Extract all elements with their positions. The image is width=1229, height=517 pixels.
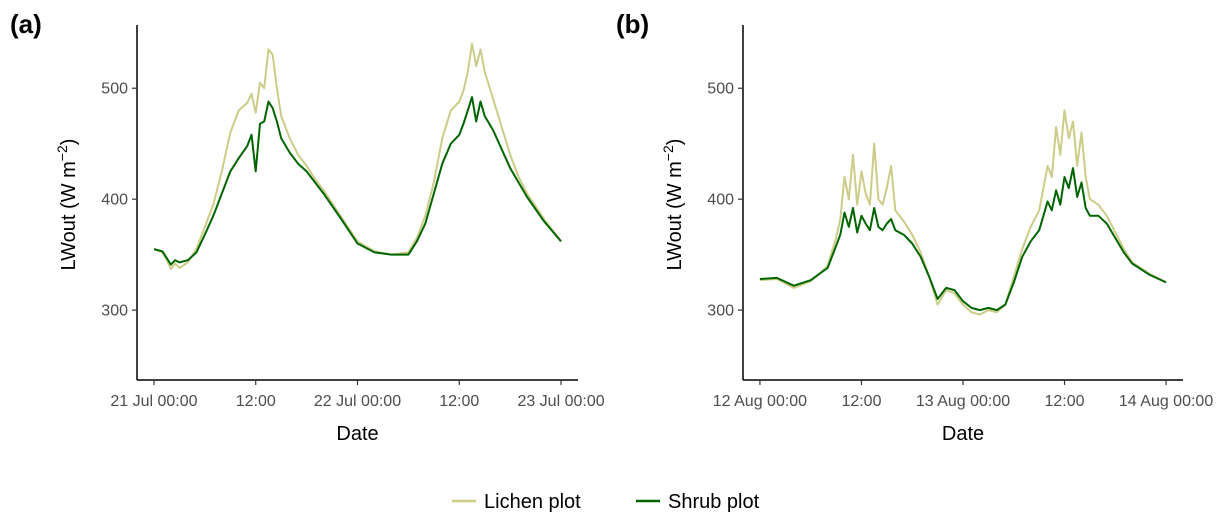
y-axis-title-end: )	[58, 139, 80, 146]
series-line-lichen	[153, 42, 562, 271]
series-line-shrub	[759, 167, 1167, 312]
y-axis-title: LWout (W m−2)	[54, 139, 80, 271]
x-tick-label: 12:00	[841, 393, 881, 410]
y-tick-label: 300	[707, 303, 734, 320]
x-tick-label: 13 Aug 00:00	[916, 393, 1010, 410]
y-axis-title-sup: −2	[660, 145, 676, 161]
x-tick-label: 12:00	[439, 393, 479, 410]
series-line-lichen	[759, 109, 1167, 316]
y-tick-label: 400	[101, 192, 128, 209]
x-tick-label: 12 Aug 00:00	[713, 393, 807, 410]
panel-b: (b) 300 400 500 12 Aug 00:00 12:00 13 Aug 00:0…	[616, 9, 1213, 445]
x-tick-label: 14 Aug 00:00	[1119, 393, 1213, 410]
y-tick-label: 400	[707, 192, 734, 209]
legend-label-shrub: Shrub plot	[668, 491, 760, 513]
panel-label: (b)	[616, 9, 649, 39]
x-tick-label: 21 Jul 00:00	[110, 393, 197, 410]
x-axis-title: Date	[336, 423, 378, 445]
y-axis-title: LWout (W m−2)	[660, 139, 686, 271]
y-tick-label: 300	[101, 303, 128, 320]
panel-a: (a) 300 400 500 21 Jul 00:00 12:00 22 Jul 00:0…	[10, 9, 605, 445]
y-axis-title-end: )	[664, 139, 686, 146]
legend: Lichen plot Shrub plot	[452, 491, 760, 513]
legend-label-lichen: Lichen plot	[484, 491, 581, 513]
y-axis-title-main: LWout (W m	[664, 161, 686, 270]
y-tick-label: 500	[101, 81, 128, 98]
x-axis-title: Date	[942, 423, 984, 445]
x-tick-label: 23 Jul 00:00	[517, 393, 604, 410]
y-tick-label: 500	[707, 81, 734, 98]
y-axis-title-main: LWout (W m	[58, 161, 80, 270]
x-tick-label: 22 Jul 00:00	[314, 393, 401, 410]
x-tick-label: 12:00	[236, 393, 276, 410]
x-tick-label: 12:00	[1045, 393, 1085, 410]
y-axis-title-sup: −2	[54, 145, 70, 161]
series-line-shrub	[153, 96, 562, 266]
panel-label: (a)	[10, 9, 42, 39]
